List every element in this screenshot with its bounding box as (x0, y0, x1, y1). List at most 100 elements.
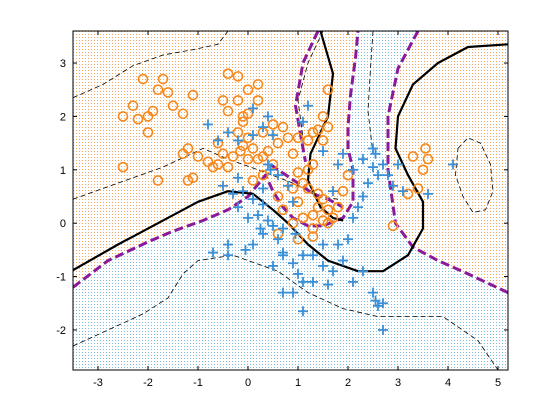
circle-point-14 (152, 175, 164, 186)
plus-point-75 (338, 255, 348, 266)
circle-point-2 (132, 113, 144, 125)
circle-point-56 (317, 111, 329, 122)
circle-point-86 (417, 164, 429, 176)
circle-point-55 (322, 121, 334, 133)
circle-point-85 (412, 183, 424, 194)
plus-point-55 (243, 212, 253, 223)
plus-point-56 (223, 239, 233, 250)
plus-point-30 (328, 266, 338, 277)
circle-point-20 (212, 159, 224, 170)
circle-point-17 (192, 151, 204, 162)
plus-point-20 (268, 260, 278, 271)
plus-point-22 (293, 268, 303, 279)
plus-point-64 (290, 228, 301, 239)
plus-point-33 (353, 202, 363, 213)
circle-point-11 (187, 89, 199, 101)
circle-point-83 (387, 220, 399, 232)
x-tick-label-7: 4 (445, 377, 451, 389)
plus-point-80 (258, 183, 268, 194)
plus-point-65 (348, 276, 358, 287)
dashed-contour-3 (297, 31, 324, 154)
x-tick-label-3: 0 (245, 377, 251, 389)
circle-point-8 (162, 87, 174, 98)
circle-point-0 (117, 111, 129, 122)
plus-point-15 (263, 215, 273, 226)
circle-point-87 (422, 153, 434, 165)
plus-point-74 (333, 239, 343, 250)
true-boundary-3 (269, 163, 344, 209)
circle-point-89 (407, 151, 419, 162)
y-tick-label-1: -1 (56, 272, 66, 284)
circle-point-34 (232, 71, 244, 82)
plus-point-73 (358, 266, 368, 277)
circle-point-33 (222, 68, 234, 80)
data-points (117, 68, 458, 335)
plus-point-26 (278, 287, 288, 298)
dashed-contour-2 (73, 254, 499, 370)
circle-point-62 (302, 183, 314, 194)
plus-point-69 (373, 300, 383, 311)
plus-point-77 (288, 196, 298, 207)
circle-point-81 (337, 185, 349, 197)
fitted-boundary-0 (73, 43, 508, 273)
plus-point-81 (263, 159, 273, 170)
plus-point-3 (233, 135, 243, 146)
circle-point-25 (242, 153, 254, 165)
plus-point-50 (333, 159, 343, 170)
decision-regions (73, 31, 508, 370)
y-tick-label-0: -2 (56, 325, 66, 337)
circle-point-57 (322, 84, 334, 96)
axes: -3 -2 -1 0 1 2 3 4 5 -2 -1 0 1 2 3 (56, 31, 508, 389)
plot-frame (72, 30, 509, 371)
plus-point-8 (263, 111, 273, 122)
plus-point-79 (265, 164, 276, 175)
plus-point-29 (318, 260, 328, 271)
plus-point-71 (298, 306, 308, 317)
plus-point-10 (228, 188, 238, 199)
y-tick-label-3: 1 (60, 165, 66, 177)
plus-point-24 (308, 276, 318, 287)
plus-point-47 (448, 159, 458, 170)
circle-point-54 (317, 135, 329, 146)
circle-point-52 (307, 127, 319, 138)
plus-point-70 (378, 324, 388, 335)
plus-point-58 (223, 250, 233, 261)
circle-point-91 (257, 169, 269, 181)
plus-point-35 (363, 178, 373, 189)
plus-point-48 (393, 159, 403, 170)
plus-point-39 (358, 154, 368, 165)
circle-point-27 (247, 143, 259, 154)
circle-point-1 (127, 100, 139, 112)
plus-point-38 (368, 143, 378, 154)
x-tick-label-2: -1 (193, 377, 203, 389)
plus-point-18 (273, 234, 283, 245)
plus-point-46 (423, 188, 433, 199)
plus-point-45 (398, 186, 408, 197)
plus-point-66 (368, 287, 378, 298)
circle-point-13 (117, 161, 129, 173)
plus-point-78 (273, 170, 283, 181)
dashed-contour-4 (367, 31, 374, 154)
circle-point-77 (287, 217, 299, 229)
plus-point-62 (278, 223, 288, 234)
plus-point-5 (258, 122, 268, 133)
circle-point-21 (222, 161, 234, 173)
x-tick-label-8: 5 (495, 377, 501, 389)
circle-point-31 (217, 95, 229, 106)
circle-point-23 (227, 151, 239, 162)
plus-point-44 (388, 180, 398, 191)
plus-point-6 (268, 130, 278, 141)
plus-point-76 (283, 180, 293, 191)
plus-point-31 (343, 234, 353, 245)
plus-point-34 (358, 191, 368, 202)
plus-point-27 (308, 250, 318, 261)
plus-point-72 (323, 279, 333, 290)
plus-point-42 (378, 159, 388, 170)
plus-point-40 (348, 164, 358, 175)
circle-point-30 (262, 145, 274, 157)
plus-point-0 (203, 119, 213, 130)
circle-point-28 (252, 153, 264, 165)
x-tick-label-6: 3 (395, 377, 401, 389)
x-tick-label-0: -3 (93, 377, 103, 389)
circle-point-88 (420, 143, 431, 154)
